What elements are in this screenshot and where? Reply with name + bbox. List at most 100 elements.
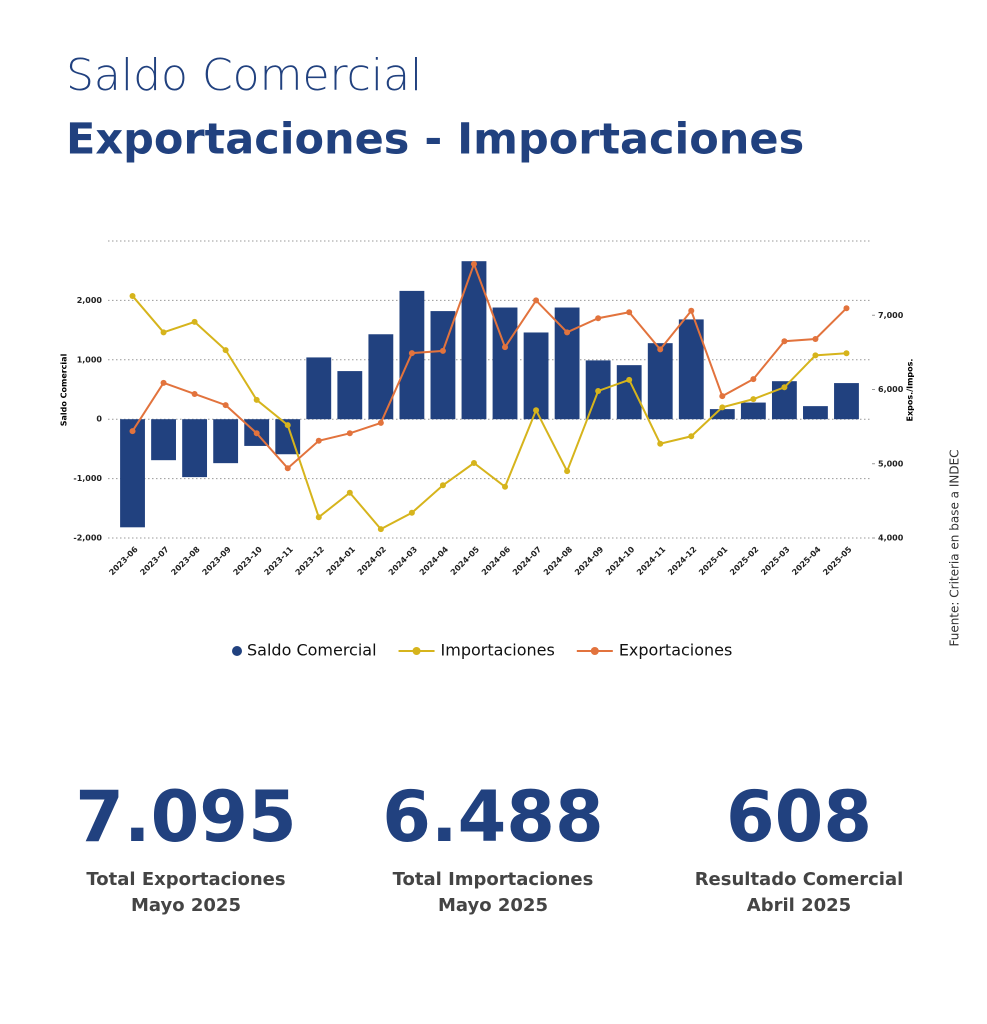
y2-tick-label: 7,000 bbox=[878, 311, 904, 320]
bar bbox=[368, 334, 394, 420]
marker bbox=[719, 393, 726, 400]
marker bbox=[253, 430, 260, 437]
x-tick-label: 2023-10 bbox=[232, 545, 265, 578]
marker bbox=[626, 309, 633, 316]
y-tick-label: -2,000 bbox=[73, 534, 102, 543]
bar bbox=[151, 419, 176, 461]
y-tick-label: 1,000 bbox=[77, 355, 103, 364]
marker bbox=[253, 396, 260, 403]
marker bbox=[533, 407, 540, 414]
bar bbox=[554, 307, 580, 420]
y-tick-label: 2,000 bbox=[77, 296, 103, 305]
marker bbox=[439, 347, 446, 354]
marker bbox=[222, 347, 229, 354]
x-tick-label: 2024-02 bbox=[356, 545, 388, 577]
chart: -2,000 -1,000 0 1,000 2,000 4,000 5,000 6,000 7,… bbox=[73, 261, 904, 660]
x-tick-label: 2024-04 bbox=[418, 545, 451, 578]
marker bbox=[533, 297, 540, 304]
legend-label: Saldo Comercial bbox=[247, 641, 377, 660]
subtitle: Exportaciones - Importaciones bbox=[66, 115, 804, 165]
x-tick-label: 2023-07 bbox=[138, 545, 170, 577]
marker bbox=[315, 437, 322, 444]
marker bbox=[129, 428, 136, 435]
line bbox=[131, 261, 848, 470]
marker bbox=[470, 460, 477, 467]
marker bbox=[812, 336, 819, 343]
y2-axis-label: Expos./Impos. bbox=[906, 359, 915, 422]
bar bbox=[337, 371, 363, 420]
x-tick-label: 2025-02 bbox=[728, 545, 760, 577]
x-tick-label: 2024-06 bbox=[480, 545, 513, 578]
marker bbox=[284, 465, 291, 472]
x-tick-label: 2024-12 bbox=[666, 545, 698, 577]
marker bbox=[719, 404, 726, 411]
marker bbox=[595, 315, 602, 322]
marker bbox=[408, 350, 415, 357]
x-tick-label: 2024-07 bbox=[511, 545, 543, 577]
stat-period: Abril 2025 bbox=[747, 895, 851, 916]
y-tick-label: -1,000 bbox=[73, 474, 102, 483]
x-tick-label: 2025-05 bbox=[821, 545, 854, 578]
legend-label: Exportaciones bbox=[619, 641, 733, 660]
marker bbox=[439, 482, 446, 489]
bar bbox=[523, 332, 549, 420]
marker bbox=[346, 489, 353, 496]
marker bbox=[843, 305, 850, 312]
stat-value: 7.095 bbox=[75, 776, 296, 858]
bar bbox=[834, 383, 859, 420]
marker bbox=[502, 483, 509, 490]
x-tick-label: 2023-08 bbox=[169, 545, 202, 578]
marker bbox=[222, 402, 229, 409]
x-tick-label: 2023-11 bbox=[263, 545, 296, 578]
x-tick-label: 2024-05 bbox=[449, 545, 482, 578]
marker bbox=[781, 384, 788, 391]
legend-swatch bbox=[232, 646, 242, 656]
x-tick-label: 2024-08 bbox=[542, 545, 575, 578]
source: Fuente: Criteria en base a INDEC bbox=[948, 449, 962, 646]
marker bbox=[688, 433, 695, 440]
x-tick-label: 2024-01 bbox=[325, 545, 358, 578]
marker bbox=[750, 376, 757, 383]
bar bbox=[740, 402, 766, 420]
legend-label: Importaciones bbox=[441, 641, 555, 660]
marker bbox=[626, 376, 633, 383]
marker bbox=[470, 261, 477, 268]
y2-tick-label: 6,000 bbox=[878, 385, 904, 394]
marker bbox=[657, 346, 664, 353]
marker bbox=[781, 338, 788, 345]
bar bbox=[616, 365, 642, 420]
marker bbox=[564, 329, 571, 336]
marker bbox=[408, 509, 415, 516]
y2-tick-label: 5,000 bbox=[878, 459, 904, 468]
stat-value: 6.488 bbox=[382, 776, 603, 858]
x-tick-label: 2025-04 bbox=[790, 545, 823, 578]
stat-period: Mayo 2025 bbox=[131, 895, 241, 916]
marker bbox=[191, 390, 198, 397]
marker bbox=[688, 307, 695, 314]
bar bbox=[709, 409, 735, 420]
x-tick-label: 2025-01 bbox=[697, 545, 730, 578]
marker bbox=[160, 329, 167, 336]
marker bbox=[346, 430, 353, 437]
marker bbox=[595, 387, 602, 394]
marker bbox=[160, 379, 167, 386]
x-tick-label: 2023-06 bbox=[107, 545, 140, 578]
marker bbox=[843, 350, 850, 357]
stat-period: Mayo 2025 bbox=[438, 895, 548, 916]
marker bbox=[812, 352, 819, 359]
x-tick-label: 2024-10 bbox=[604, 545, 637, 578]
marker bbox=[750, 396, 757, 403]
marker bbox=[191, 318, 198, 325]
marker bbox=[564, 468, 571, 475]
bar bbox=[213, 419, 239, 464]
line bbox=[131, 295, 847, 531]
x-tick-label: 2024-09 bbox=[573, 545, 606, 578]
x-tick-label: 2025-03 bbox=[759, 545, 791, 577]
stat-value: 608 bbox=[726, 776, 872, 858]
bar bbox=[182, 419, 208, 478]
x-tick-label: 2024-11 bbox=[635, 545, 668, 578]
stats: 7.095 Total Exportaciones Mayo 2025 6.488 To… bbox=[75, 776, 903, 916]
bar bbox=[306, 357, 332, 420]
x-tick-label: 2023-09 bbox=[200, 545, 233, 578]
